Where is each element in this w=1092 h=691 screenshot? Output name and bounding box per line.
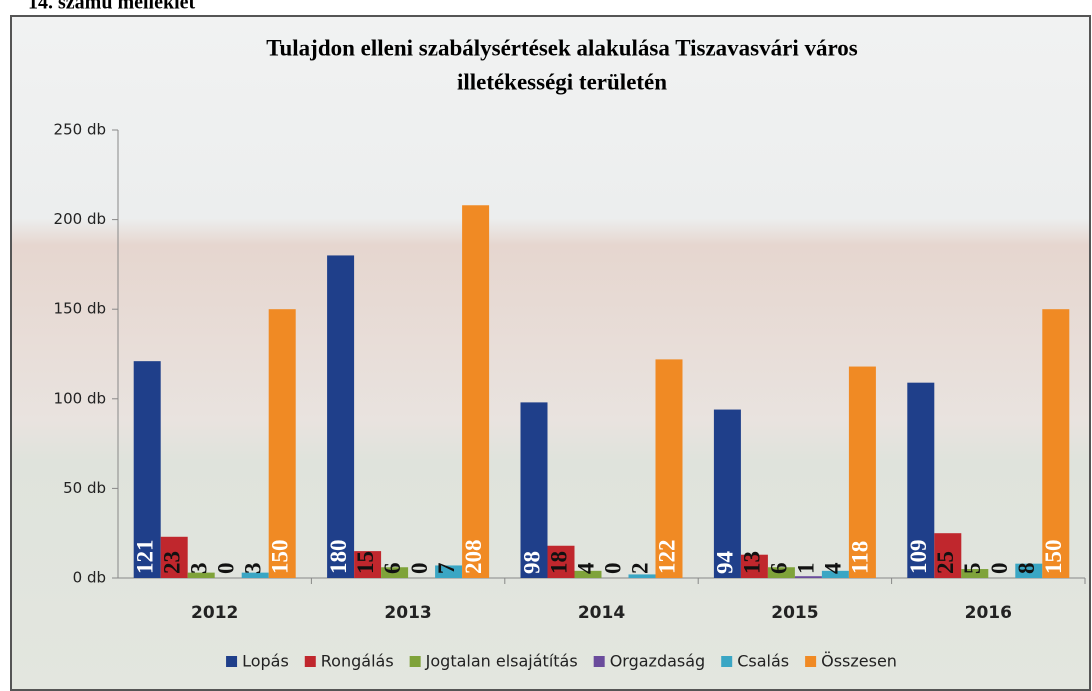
data-label: 25	[933, 551, 958, 574]
data-label: 4	[821, 562, 846, 574]
data-label: 5	[960, 563, 985, 575]
chart-title: Tulajdon elleni szabálysértések alakulás…	[266, 35, 858, 60]
data-label: 6	[380, 563, 405, 575]
data-label: 180	[326, 540, 351, 575]
legend-item: Orgazdaság	[594, 652, 706, 671]
data-label: 0	[213, 563, 238, 575]
y-tick-label: 0 db	[73, 569, 106, 587]
data-label: 121	[132, 540, 157, 575]
y-tick-label: 250 db	[54, 121, 106, 139]
chart: 14. számú melléklet Tulajdon elleni szab…	[0, 0, 1092, 691]
data-label: 13	[740, 551, 765, 574]
legend-swatch	[410, 656, 421, 667]
data-label: 23	[159, 551, 184, 574]
bar	[1042, 309, 1069, 578]
data-label: 208	[461, 540, 486, 575]
y-tick-label: 100 db	[54, 389, 106, 407]
x-tick-label: 2015	[771, 603, 818, 623]
x-tick-label: 2013	[384, 603, 431, 623]
chart-title: illetékességi területén	[457, 69, 667, 94]
data-label: 150	[1041, 540, 1066, 575]
data-label: 8	[1014, 563, 1039, 575]
legend-label: Összesen	[821, 652, 897, 671]
data-label: 118	[848, 541, 873, 574]
chart-area	[11, 16, 1090, 690]
data-label: 0	[407, 563, 432, 575]
legend-swatch	[226, 656, 237, 667]
bar	[462, 205, 489, 578]
data-label: 4	[573, 562, 598, 574]
data-label: 3	[240, 563, 265, 575]
legend-label: Csalás	[737, 652, 789, 671]
bar	[269, 309, 296, 578]
data-label: 94	[713, 551, 738, 575]
bar	[327, 255, 354, 578]
data-label: 15	[353, 551, 378, 574]
legend-swatch	[721, 656, 732, 667]
legend-swatch	[805, 656, 816, 667]
y-tick-label: 150 db	[54, 300, 106, 318]
page-heading: 14. számú melléklet	[28, 0, 196, 14]
data-label: 98	[519, 551, 544, 574]
legend-label: Orgazdaság	[610, 652, 706, 671]
bar	[795, 576, 822, 578]
x-tick-label: 2016	[965, 603, 1012, 623]
data-label: 0	[600, 563, 625, 575]
legend-item: Jogtalan elsajátítás	[410, 652, 578, 671]
legend-label: Jogtalan elsajátítás	[425, 652, 578, 671]
data-label: 6	[767, 563, 792, 575]
data-label: 150	[267, 540, 292, 575]
data-label: 122	[654, 540, 679, 575]
data-label: 1	[794, 563, 819, 575]
y-tick-label: 50 db	[63, 479, 106, 497]
x-tick-label: 2012	[191, 603, 238, 623]
data-label: 3	[186, 563, 211, 575]
data-label: 2	[627, 563, 652, 575]
data-label: 109	[906, 540, 931, 575]
x-tick-label: 2014	[578, 603, 625, 623]
data-label: 0	[987, 563, 1012, 575]
legend-swatch	[305, 656, 316, 667]
legend-label: Rongálás	[321, 652, 394, 671]
legend-label: Lopás	[242, 652, 289, 671]
data-label: 18	[546, 551, 571, 574]
y-tick-label: 200 db	[54, 210, 106, 228]
data-label: 7	[434, 563, 459, 575]
legend-swatch	[594, 656, 605, 667]
